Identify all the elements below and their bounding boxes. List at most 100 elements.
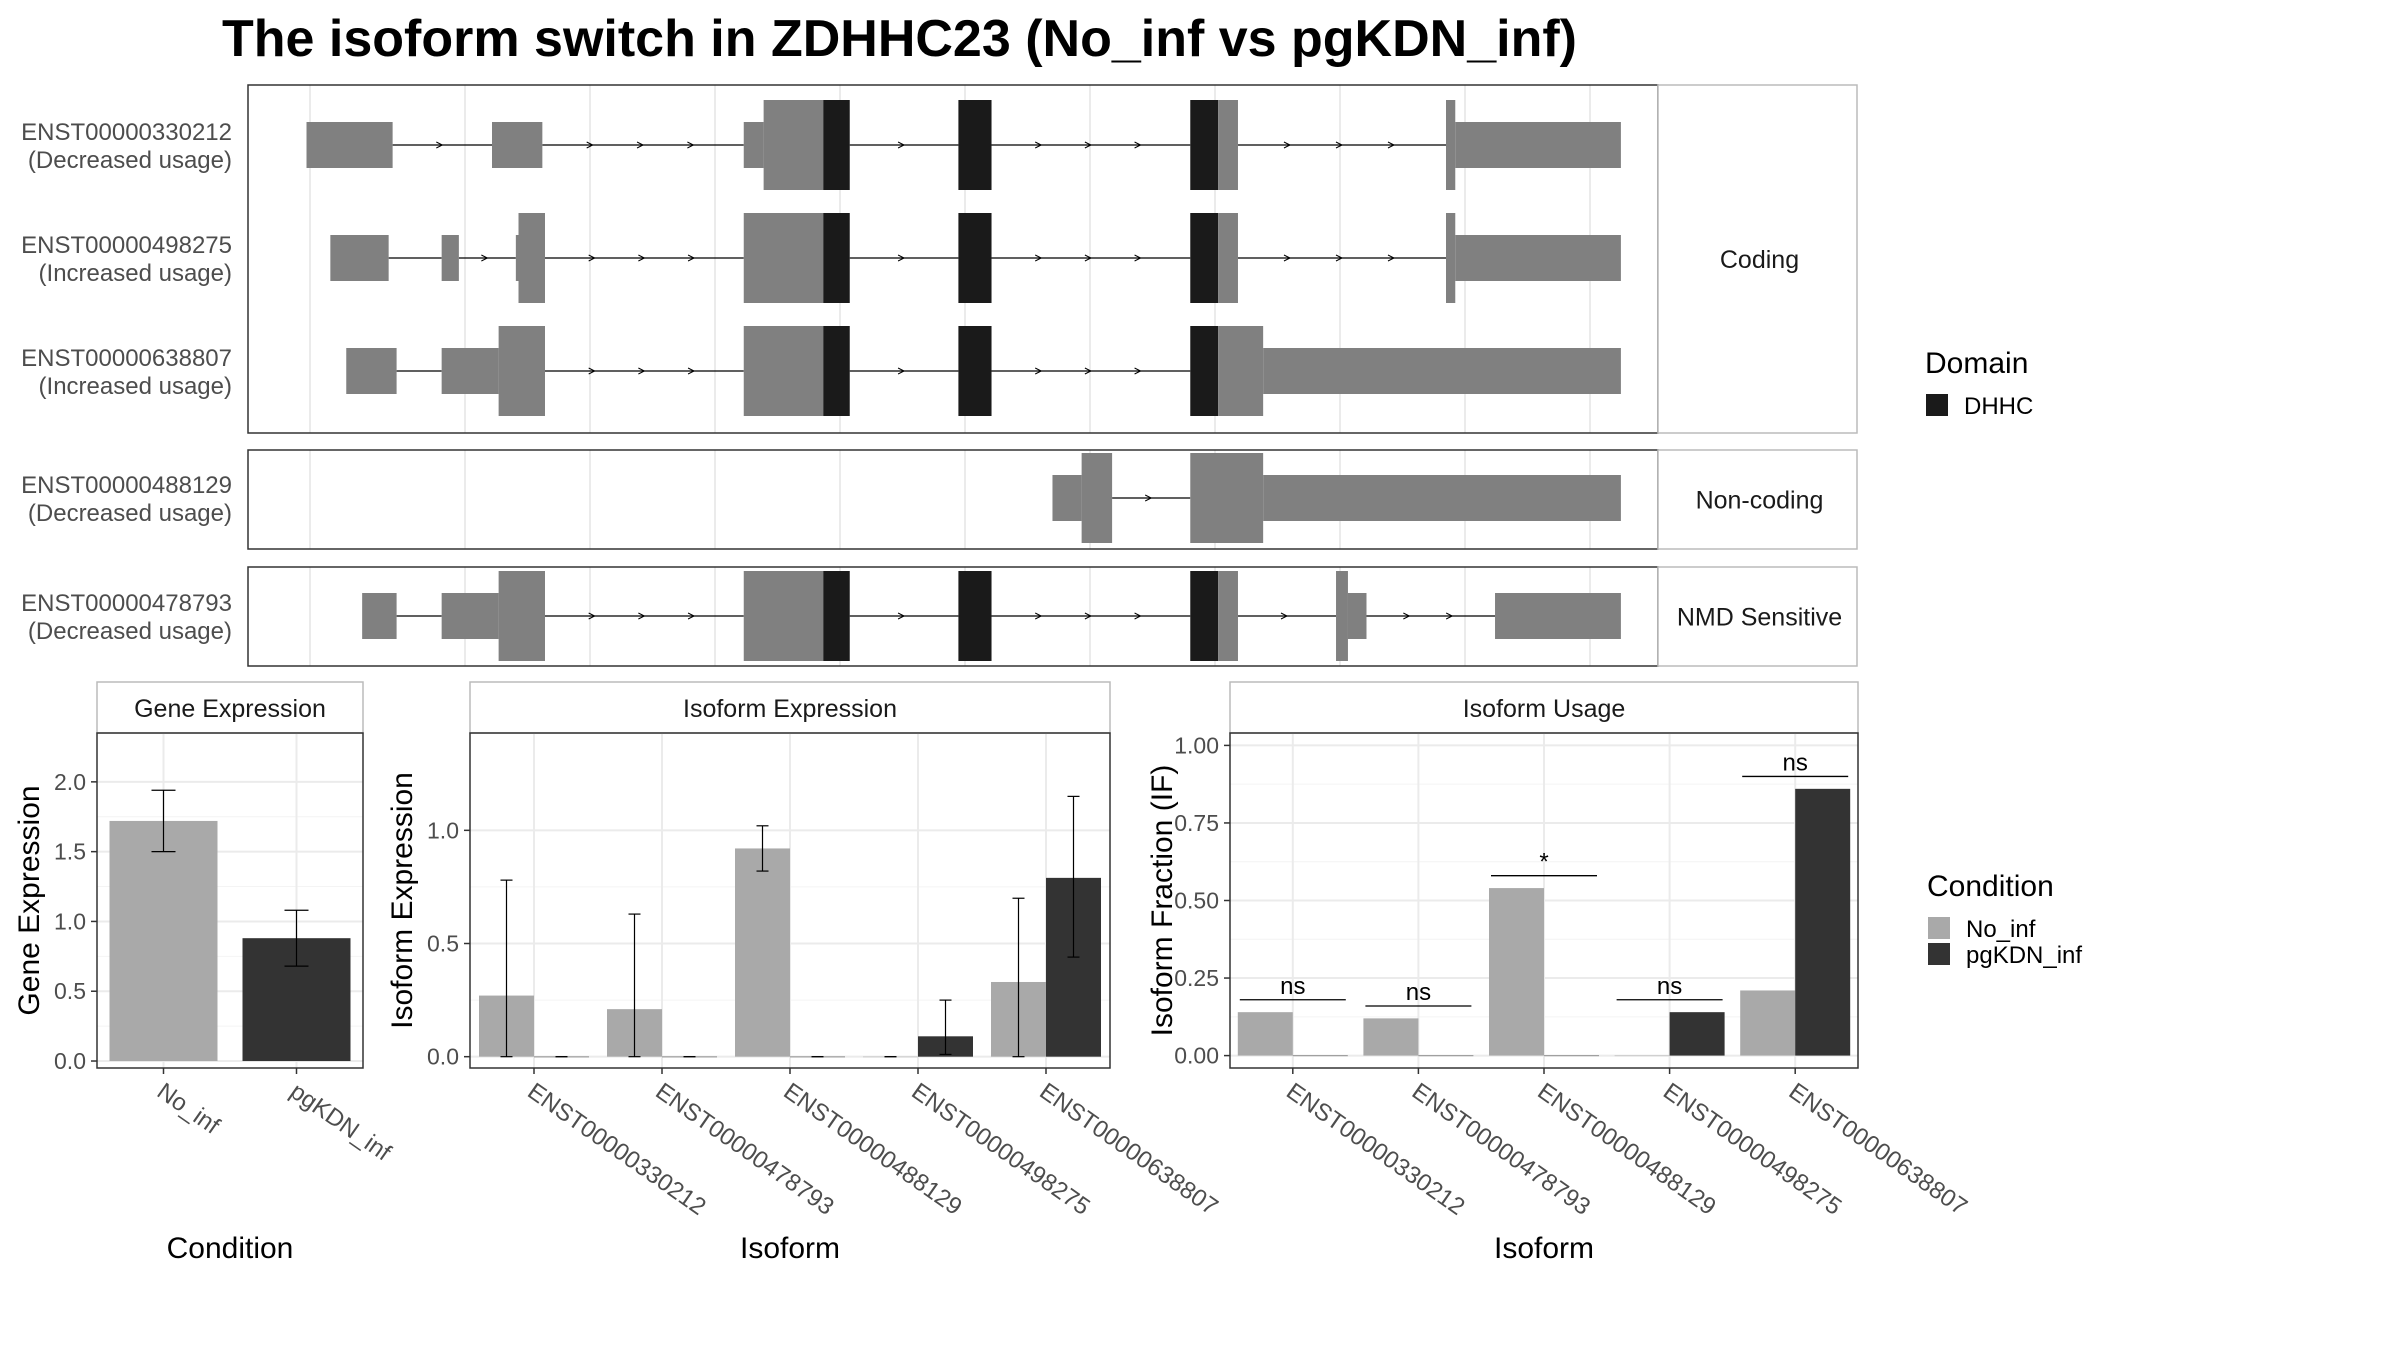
y-tick-label: 1.0 [54, 908, 86, 934]
domain-legend: Domain DHHC [1925, 347, 2033, 420]
isoform-id-label: ENST00000498275 [21, 232, 232, 259]
exon-block [1446, 213, 1456, 303]
exon-block [441, 235, 459, 281]
exon-block [1446, 100, 1456, 190]
intron-arrow [687, 367, 696, 375]
bar [109, 820, 218, 1062]
chart-2: Isoform Expression0.00.51.0ENST000003302… [386, 681, 1223, 1265]
x-tick-label: No_inf [152, 1078, 225, 1140]
bar [1544, 1055, 1599, 1057]
y-axis-title: Gene Expression [13, 785, 46, 1015]
figure-title: The isoform switch in ZDHHC23 (No_inf vs… [222, 10, 1577, 68]
dhhc-domain [823, 326, 850, 416]
intron-arrow [1134, 612, 1142, 620]
category-strip [1657, 566, 1858, 667]
intron-arrow [1084, 367, 1093, 375]
intron-arrow [1134, 254, 1142, 262]
exon-block [441, 593, 499, 639]
domain-legend-swatch [1926, 394, 1948, 416]
intron-arrow [687, 254, 696, 262]
intron-arrow [588, 612, 596, 620]
intron-arrow [897, 367, 906, 375]
y-tick-label: 0.50 [1174, 888, 1219, 914]
bar [1418, 1055, 1474, 1057]
y-tick-label: 0.25 [1174, 965, 1219, 991]
isoform-usage-label: (Decreased usage) [28, 147, 232, 174]
bar [1795, 788, 1851, 1056]
bar [1292, 1055, 1348, 1057]
exon-block [306, 122, 393, 168]
exon-block [743, 571, 824, 661]
intron-arrow [897, 254, 906, 262]
intron-arrow [1283, 254, 1292, 262]
exon-block [1263, 348, 1621, 394]
chart-strip [1229, 681, 1859, 734]
intron-arrow [687, 612, 696, 620]
intron-arrow [481, 254, 489, 262]
y-tick-label: 0.75 [1174, 810, 1219, 836]
intron-arrow [1034, 612, 1043, 620]
isoform-id-label: ENST00000478793 [21, 590, 232, 617]
significance-label: ns [1783, 749, 1808, 776]
bar [1614, 1055, 1670, 1057]
exon-block [743, 122, 764, 168]
exon-block [763, 100, 824, 190]
dhhc-domain [823, 571, 850, 661]
category-strip [1657, 449, 1858, 550]
exon-block [1218, 571, 1238, 661]
significance-label: ns [1657, 973, 1682, 1000]
significance-label: * [1539, 849, 1548, 876]
intron-arrow [1134, 141, 1142, 149]
exon-block [498, 326, 545, 416]
chart-title: Isoform Expression [683, 695, 897, 723]
isoform-usage-label: (Increased usage) [39, 260, 232, 287]
dhhc-domain [1190, 213, 1219, 303]
exon-block [492, 122, 543, 168]
dhhc-domain [1190, 100, 1219, 190]
bar [1740, 990, 1796, 1056]
chart-panel-border [96, 732, 364, 1069]
intron-arrow [638, 367, 646, 375]
exon-block [362, 593, 397, 639]
intron-arrow [1335, 254, 1344, 262]
intron-arrow [636, 141, 645, 149]
intron-arrow [588, 367, 596, 375]
intron-arrow [1144, 494, 1153, 502]
exon-block [1455, 235, 1621, 281]
exon-block [743, 213, 824, 303]
intron-arrow [1283, 141, 1292, 149]
y-tick-label: 1.0 [427, 817, 459, 843]
x-axis-title: Isoform [740, 1232, 840, 1265]
intron-arrow [1084, 254, 1093, 262]
y-tick-label: 1.5 [54, 839, 86, 865]
chart-title: Isoform Usage [1463, 695, 1626, 723]
category-strip [1657, 84, 1858, 434]
isoform-id-label: ENST00000488129 [21, 472, 232, 499]
exon-block [1495, 593, 1621, 639]
intron-arrow [588, 254, 596, 262]
y-tick-label: 0.0 [54, 1048, 86, 1074]
exon-block [1347, 593, 1367, 639]
intron-arrow [1084, 612, 1093, 620]
y-tick-label: 0.0 [427, 1044, 459, 1070]
significance-label: ns [1280, 973, 1305, 1000]
significance-label: ns [1406, 979, 1431, 1006]
isoform-id-label: ENST00000638807 [21, 345, 232, 372]
condition-legend-title: Condition [1927, 870, 2054, 903]
intron-arrow [1445, 612, 1454, 620]
dhhc-domain [958, 100, 992, 190]
category-label: Coding [1720, 246, 1799, 274]
exon-block [330, 235, 389, 281]
exon-block [743, 326, 824, 416]
bar [1669, 1012, 1725, 1056]
exon-block [1052, 475, 1082, 521]
isoform-usage-label: (Decreased usage) [28, 500, 232, 527]
intron-arrow [1084, 141, 1093, 149]
exon-block [1218, 100, 1238, 190]
y-tick-label: 0.5 [54, 978, 86, 1004]
intron-arrow [1280, 612, 1289, 620]
intron-arrow [1134, 367, 1142, 375]
dhhc-domain [1190, 326, 1219, 416]
